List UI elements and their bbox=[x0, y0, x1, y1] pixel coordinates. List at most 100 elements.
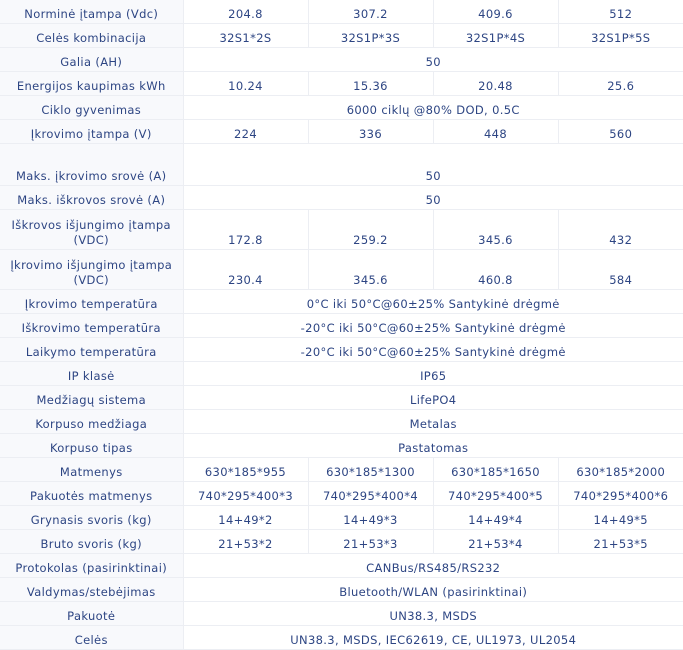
cell-value: 32S1P*3S bbox=[308, 23, 434, 48]
row-label: Celės bbox=[0, 625, 184, 650]
table-row: IP klasė IP65 bbox=[0, 361, 683, 386]
table-row: Maks. įkrovimo srovė (A) 50 bbox=[0, 143, 683, 186]
cell-value-merged: 6000 ciklų @80% DOD, 0.5C bbox=[183, 95, 683, 120]
row-label: Medžiagų sistema bbox=[0, 385, 184, 410]
table-row: Protokolas (pasirinktinai) CANBus/RS485/… bbox=[0, 553, 683, 578]
cell-value-merged: 50 bbox=[183, 185, 683, 210]
row-label: Ciklo gyvenimas bbox=[0, 95, 184, 120]
cell-value-merged: 0°C iki 50°C@60±25% Santykinė drėgmė bbox=[183, 289, 683, 314]
cell-value: 10.24 bbox=[183, 71, 309, 96]
cell-value-merged: -20°C iki 50°C@60±25% Santykinė drėgmė bbox=[183, 337, 683, 362]
cell-value: 32S1P*5S bbox=[558, 23, 683, 48]
row-label-line2: (VDC) bbox=[73, 273, 109, 288]
cell-value: 25.6 bbox=[558, 71, 683, 96]
row-label: Įkrovimo išjungimo įtampa (VDC) bbox=[0, 249, 184, 290]
row-label: Maks. iškrovos srovė (A) bbox=[0, 185, 184, 210]
table-row: Celės kombinacija 32S1*2S 32S1P*3S 32S1P… bbox=[0, 23, 683, 48]
row-label: Valdymas/stebėjimas bbox=[0, 577, 184, 602]
cell-value: 224 bbox=[183, 119, 309, 144]
row-label: Protokolas (pasirinktinai) bbox=[0, 553, 184, 578]
cell-value: 630*185*955 bbox=[183, 457, 309, 482]
row-label: Galia (AH) bbox=[0, 47, 184, 72]
row-label: Norminė įtampa (Vdc) bbox=[0, 0, 184, 24]
row-label: Korpuso medžiaga bbox=[0, 409, 184, 434]
cell-value-merged: 50 bbox=[183, 143, 683, 186]
table-row: Įkrovimo temperatūra 0°C iki 50°C@60±25%… bbox=[0, 289, 683, 314]
cell-value-merged: -20°C iki 50°C@60±25% Santykinė drėgmė bbox=[183, 313, 683, 338]
cell-value: 259.2 bbox=[308, 209, 434, 250]
cell-value: 32S1*2S bbox=[183, 23, 309, 48]
table-row: Valdymas/stebėjimas Bluetooth/WLAN (pasi… bbox=[0, 577, 683, 602]
cell-value: 584 bbox=[558, 249, 683, 290]
row-label: Pakuotės matmenys bbox=[0, 481, 184, 506]
table-row: Įkrovimo įtampa (V) 224 336 448 560 bbox=[0, 119, 683, 144]
cell-value: 409.6 bbox=[433, 0, 559, 24]
table-row: Bruto svoris (kg) 21+53*2 21+53*3 21+53*… bbox=[0, 529, 683, 554]
cell-value: 21+53*5 bbox=[558, 529, 683, 554]
row-label: Įkrovimo temperatūra bbox=[0, 289, 184, 314]
cell-value: 230.4 bbox=[183, 249, 309, 290]
cell-value: 14+49*3 bbox=[308, 505, 434, 530]
cell-value: 740*295*400*5 bbox=[433, 481, 559, 506]
row-label: Korpuso tipas bbox=[0, 433, 184, 458]
row-label: Laikymo temperatūra bbox=[0, 337, 184, 362]
row-label: IP klasė bbox=[0, 361, 184, 386]
row-label: Įkrovimo įtampa (V) bbox=[0, 119, 184, 144]
table-row: Energijos kaupimas kWh 10.24 15.36 20.48… bbox=[0, 71, 683, 96]
table-row: Grynasis svoris (kg) 14+49*2 14+49*3 14+… bbox=[0, 505, 683, 530]
row-label: Energijos kaupimas kWh bbox=[0, 71, 184, 96]
table-row: Iškrovimo temperatūra -20°C iki 50°C@60±… bbox=[0, 313, 683, 338]
table-row: Korpuso tipas Pastatomas bbox=[0, 433, 683, 458]
row-label-line1: Iškrovos išjungimo įtampa bbox=[11, 217, 171, 232]
cell-value: 21+53*3 bbox=[308, 529, 434, 554]
cell-value: 345.6 bbox=[433, 209, 559, 250]
cell-value: 630*185*2000 bbox=[558, 457, 683, 482]
cell-value: 560 bbox=[558, 119, 683, 144]
table-row: Galia (AH) 50 bbox=[0, 47, 683, 72]
cell-value: 448 bbox=[433, 119, 559, 144]
row-label: Celės kombinacija bbox=[0, 23, 184, 48]
row-label: Matmenys bbox=[0, 457, 184, 482]
cell-value-merged: Metalas bbox=[183, 409, 683, 434]
cell-value-merged: LifePO4 bbox=[183, 385, 683, 410]
cell-value: 432 bbox=[558, 209, 683, 250]
cell-value: 172.8 bbox=[183, 209, 309, 250]
table-row: Pakuotė UN38.3, MSDS bbox=[0, 601, 683, 626]
cell-value: 32S1P*4S bbox=[433, 23, 559, 48]
cell-value: 14+49*4 bbox=[433, 505, 559, 530]
table-row: Medžiagų sistema LifePO4 bbox=[0, 385, 683, 410]
table-row: Pakuotės matmenys 740*295*400*3 740*295*… bbox=[0, 481, 683, 506]
table-row: Įkrovimo išjungimo įtampa (VDC) 230.4 34… bbox=[0, 249, 683, 290]
cell-value-merged: UN38.3, MSDS bbox=[183, 601, 683, 626]
row-label-line2: (VDC) bbox=[73, 233, 109, 248]
table-row: Celės UN38.3, MSDS, IEC62619, CE, UL1973… bbox=[0, 625, 683, 650]
row-label: Maks. įkrovimo srovė (A) bbox=[0, 143, 184, 186]
cell-value: 20.48 bbox=[433, 71, 559, 96]
row-label: Pakuotė bbox=[0, 601, 184, 626]
cell-value: 630*185*1650 bbox=[433, 457, 559, 482]
table-row: Ciklo gyvenimas 6000 ciklų @80% DOD, 0.5… bbox=[0, 95, 683, 120]
row-label-line1: Įkrovimo išjungimo įtampa bbox=[10, 257, 173, 272]
cell-value-merged: Bluetooth/WLAN (pasirinktinai) bbox=[183, 577, 683, 602]
row-label: Grynasis svoris (kg) bbox=[0, 505, 184, 530]
cell-value-merged: CANBus/RS485/RS232 bbox=[183, 553, 683, 578]
cell-value-merged: 50 bbox=[183, 47, 683, 72]
cell-value: 630*185*1300 bbox=[308, 457, 434, 482]
cell-value: 204.8 bbox=[183, 0, 309, 24]
cell-value: 21+53*2 bbox=[183, 529, 309, 554]
cell-value: 14+49*2 bbox=[183, 505, 309, 530]
cell-value: 15.36 bbox=[308, 71, 434, 96]
row-label: Iškrovimo temperatūra bbox=[0, 313, 184, 338]
cell-value-merged: IP65 bbox=[183, 361, 683, 386]
table-row: Iškrovos išjungimo įtampa (VDC) 172.8 25… bbox=[0, 209, 683, 250]
cell-value: 740*295*400*3 bbox=[183, 481, 309, 506]
table-row: Korpuso medžiaga Metalas bbox=[0, 409, 683, 434]
cell-value: 336 bbox=[308, 119, 434, 144]
cell-value: 740*295*400*6 bbox=[558, 481, 683, 506]
row-label: Iškrovos išjungimo įtampa (VDC) bbox=[0, 209, 184, 250]
table-row: Laikymo temperatūra -20°C iki 50°C@60±25… bbox=[0, 337, 683, 362]
cell-value-merged: UN38.3, MSDS, IEC62619, CE, UL1973, UL20… bbox=[183, 625, 683, 650]
row-label: Bruto svoris (kg) bbox=[0, 529, 184, 554]
cell-value: 740*295*400*4 bbox=[308, 481, 434, 506]
